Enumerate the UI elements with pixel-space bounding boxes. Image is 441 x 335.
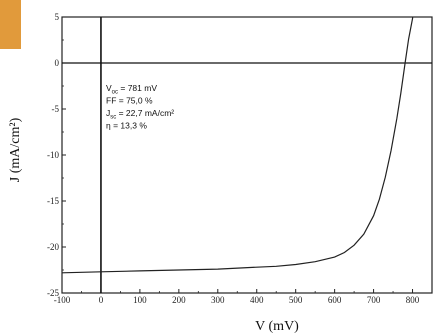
y-tick-label: -10 [47,150,59,160]
x-tick-label: 400 [250,295,264,305]
x-tick-label: 200 [172,295,186,305]
y-tick-label: 5 [55,12,60,22]
parameter-annotation: η = 13,3 % [106,121,147,131]
jv-series-line [62,17,414,274]
x-tick-label: -100 [54,295,71,305]
x-tick-label: 700 [367,295,381,305]
x-tick-label: 100 [133,295,147,305]
parameter-annotation: Voc = 781 mV [106,83,157,96]
y-axis-title: J (mA/cm²) [8,117,23,182]
y-tick-label: -15 [47,196,59,206]
x-tick-label: 300 [211,295,225,305]
y-tick-label: -5 [52,104,60,114]
y-tick-label: -20 [47,242,59,252]
parameter-annotation: FF = 75,0 % [106,96,153,106]
x-tick-label: 0 [99,295,104,305]
corner-tab [0,0,21,49]
plot-frame [61,16,433,294]
x-tick-label: 800 [406,295,420,305]
x-tick-label: 500 [289,295,303,305]
parameter-annotation: Jsc = 22,7 mA/cm² [106,108,174,121]
x-tick-label: 600 [328,295,342,305]
x-axis-title: V (mV) [255,319,299,334]
y-tick-label: 0 [55,58,60,68]
y-tick-label: -25 [47,288,59,298]
